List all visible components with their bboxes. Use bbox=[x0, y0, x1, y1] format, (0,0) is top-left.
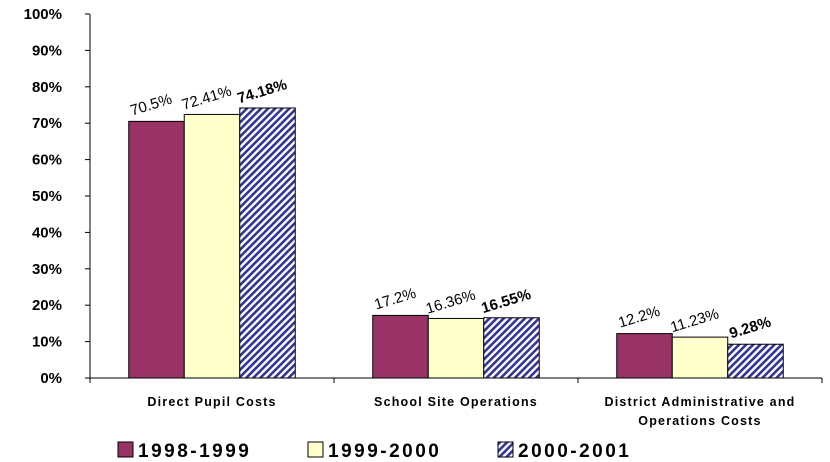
legend-label: 2000-2001 bbox=[518, 441, 631, 462]
bar bbox=[616, 333, 673, 379]
y-tick-label: 100% bbox=[24, 6, 62, 23]
y-tick-label: 0% bbox=[40, 370, 62, 387]
legend-label: 1998-1999 bbox=[138, 441, 251, 462]
bar bbox=[727, 343, 784, 379]
bar bbox=[239, 107, 296, 379]
data-label: 9.28% bbox=[727, 314, 773, 343]
x-category-label: Operations Costs bbox=[638, 414, 761, 428]
y-tick-label: 70% bbox=[32, 115, 62, 132]
x-category-label: School Site Operations bbox=[374, 395, 538, 409]
x-category-label: District Administrative and bbox=[605, 395, 796, 409]
y-tick-label: 20% bbox=[32, 297, 62, 314]
y-tick-label: 30% bbox=[32, 261, 62, 278]
legend-swatch bbox=[497, 441, 514, 458]
bar bbox=[183, 113, 241, 379]
bar bbox=[427, 317, 485, 379]
data-label: 12.2% bbox=[616, 303, 662, 332]
data-label: 74.18% bbox=[235, 76, 289, 107]
y-tick-label: 80% bbox=[32, 79, 62, 96]
legend: 1998-1999 1999-2000 2000-2001 bbox=[117, 441, 631, 462]
data-label: 72.41% bbox=[180, 83, 234, 114]
bars bbox=[128, 107, 784, 379]
bar bbox=[372, 314, 429, 379]
data-label: 70.5% bbox=[128, 91, 174, 120]
x-category-label: Direct Pupil Costs bbox=[147, 395, 276, 409]
bar bbox=[671, 336, 729, 379]
legend-label: 1999-2000 bbox=[328, 441, 441, 462]
data-label: 16.55% bbox=[479, 286, 533, 317]
bar bbox=[128, 120, 185, 379]
bar bbox=[483, 317, 540, 379]
data-label: 17.2% bbox=[372, 285, 418, 314]
y-tick-label: 60% bbox=[32, 152, 62, 169]
y-tick-label: 10% bbox=[32, 334, 62, 351]
axes: 0% 10% 20% 30% 40% 50% 60% 70% 80% 90% 100% Direct … bbox=[24, 6, 823, 428]
legend-swatch bbox=[117, 441, 134, 458]
y-tick-label: 50% bbox=[32, 188, 62, 205]
data-label: 11.23% bbox=[668, 305, 721, 336]
data-label: 16.36% bbox=[424, 287, 478, 318]
y-tick-label: 90% bbox=[32, 42, 62, 59]
legend-swatch bbox=[307, 441, 324, 458]
y-tick-label: 40% bbox=[32, 224, 62, 241]
